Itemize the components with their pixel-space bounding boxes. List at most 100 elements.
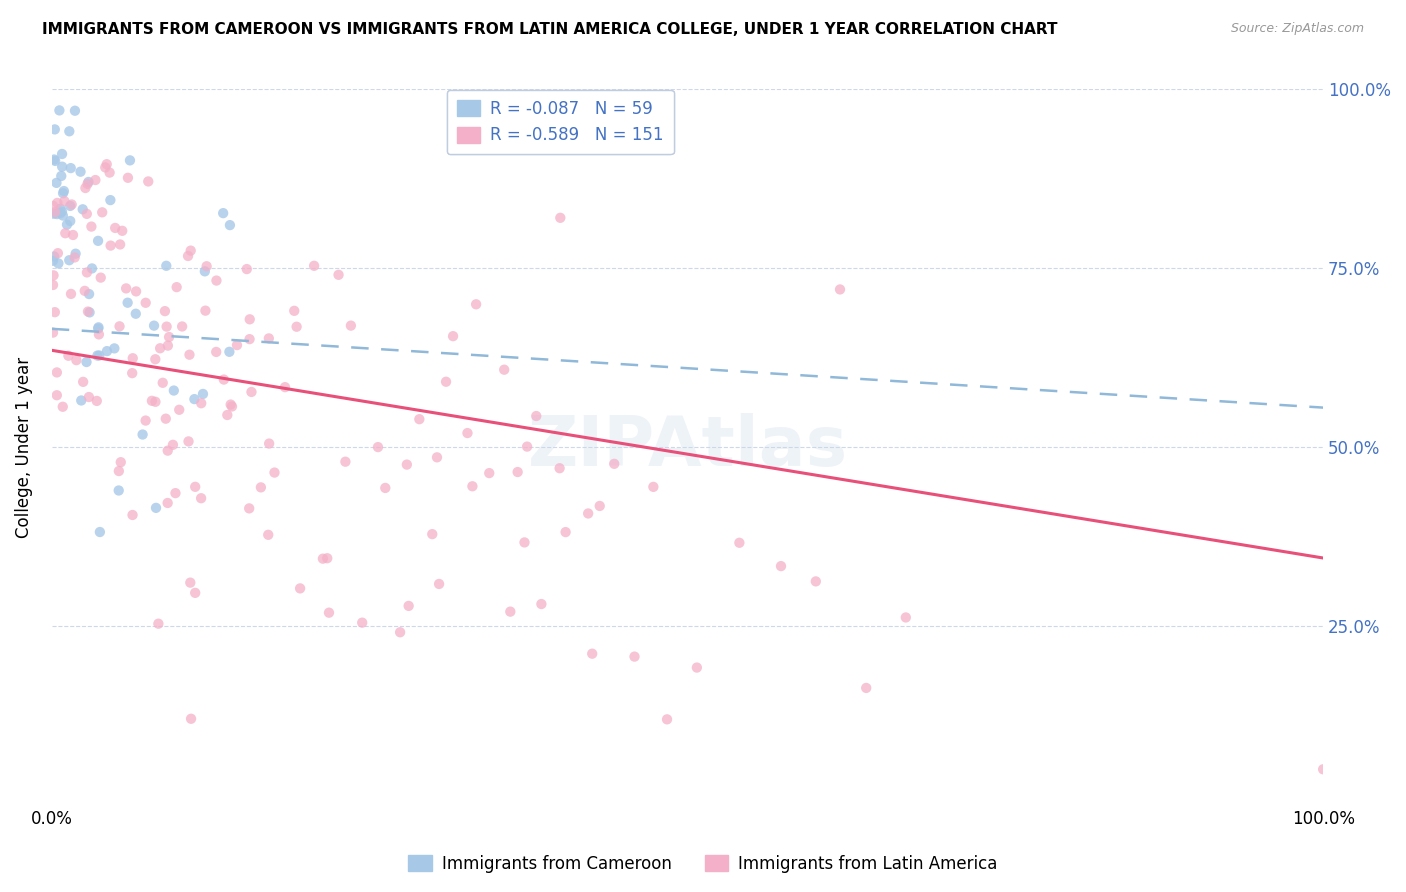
Point [156, 443, 179, 458]
Point [96, 344, 118, 359]
Point [135, 413, 157, 427]
Point [288, 582, 311, 596]
Point [257, 528, 280, 542]
Point [46, 195, 69, 210]
Point [156, 496, 179, 510]
Point [63, 251, 86, 265]
Point [524, 409, 547, 423]
Point [179, 348, 201, 362]
Point [51, 160, 73, 174]
Point [655, 712, 678, 726]
Point [156, 319, 179, 334]
Point [217, 408, 239, 422]
Point [218, 344, 240, 359]
Point [49, 202, 72, 216]
Point [90, 270, 112, 285]
Point [53, 194, 76, 208]
Point [121, 351, 143, 366]
Point [49, 206, 72, 220]
Point [550, 211, 572, 225]
Point [184, 586, 207, 600]
Point [374, 481, 396, 495]
Point [335, 455, 357, 469]
Point [148, 616, 170, 631]
Point [506, 465, 529, 479]
Point [316, 551, 339, 566]
Point [56, 218, 79, 232]
Point [51, 169, 73, 183]
Point [108, 319, 131, 334]
Point [42, 268, 65, 283]
Point [79, 305, 101, 319]
Point [205, 345, 228, 359]
Point [427, 577, 450, 591]
Point [155, 411, 177, 425]
Point [240, 384, 263, 399]
Point [65, 353, 87, 368]
Point [530, 597, 553, 611]
Point [76, 207, 98, 221]
Point [53, 226, 76, 240]
Point [98, 166, 121, 180]
Point [285, 319, 308, 334]
Point [226, 338, 249, 352]
Point [194, 303, 217, 318]
Point [125, 285, 148, 299]
Point [163, 384, 186, 398]
Point [855, 681, 877, 695]
Point [769, 559, 792, 574]
Point [77, 304, 100, 318]
Point [180, 712, 202, 726]
Point [145, 394, 167, 409]
Point [60, 286, 83, 301]
Point [72, 202, 94, 217]
Point [115, 281, 138, 295]
Point [44, 153, 66, 168]
Point [91, 205, 114, 219]
Point [250, 480, 273, 494]
Point [623, 649, 645, 664]
Point [87, 321, 110, 335]
Point [554, 525, 576, 540]
Point [238, 501, 260, 516]
Point [434, 375, 457, 389]
Point [603, 457, 626, 471]
Point [221, 400, 243, 414]
Point [172, 319, 194, 334]
Point [167, 402, 190, 417]
Point [45, 366, 67, 380]
Point [420, 527, 443, 541]
Point [141, 393, 163, 408]
Point [125, 307, 148, 321]
Point [165, 486, 187, 500]
Point [59, 161, 82, 175]
Point [59, 214, 82, 228]
Point [149, 341, 172, 355]
Point [166, 280, 188, 294]
Text: Source: ZipAtlas.com: Source: ZipAtlas.com [1230, 22, 1364, 36]
Point [513, 535, 536, 549]
Point [145, 500, 167, 515]
Point [42, 277, 65, 292]
Point [162, 438, 184, 452]
Point [461, 479, 484, 493]
Point [328, 268, 350, 282]
Point [155, 259, 177, 273]
Point [156, 338, 179, 352]
Point [58, 124, 80, 138]
Point [274, 380, 297, 394]
Point [389, 625, 412, 640]
Point [73, 284, 96, 298]
Point [686, 660, 709, 674]
Point [69, 165, 91, 179]
Point [367, 440, 389, 454]
Point [58, 349, 80, 363]
Text: ZIPAtlas: ZIPAtlas [527, 414, 848, 481]
Point [499, 605, 522, 619]
Point [177, 434, 200, 449]
Point [136, 174, 159, 188]
Point [46, 207, 69, 221]
Point [42, 326, 65, 340]
Point [89, 349, 111, 363]
Point [89, 524, 111, 539]
